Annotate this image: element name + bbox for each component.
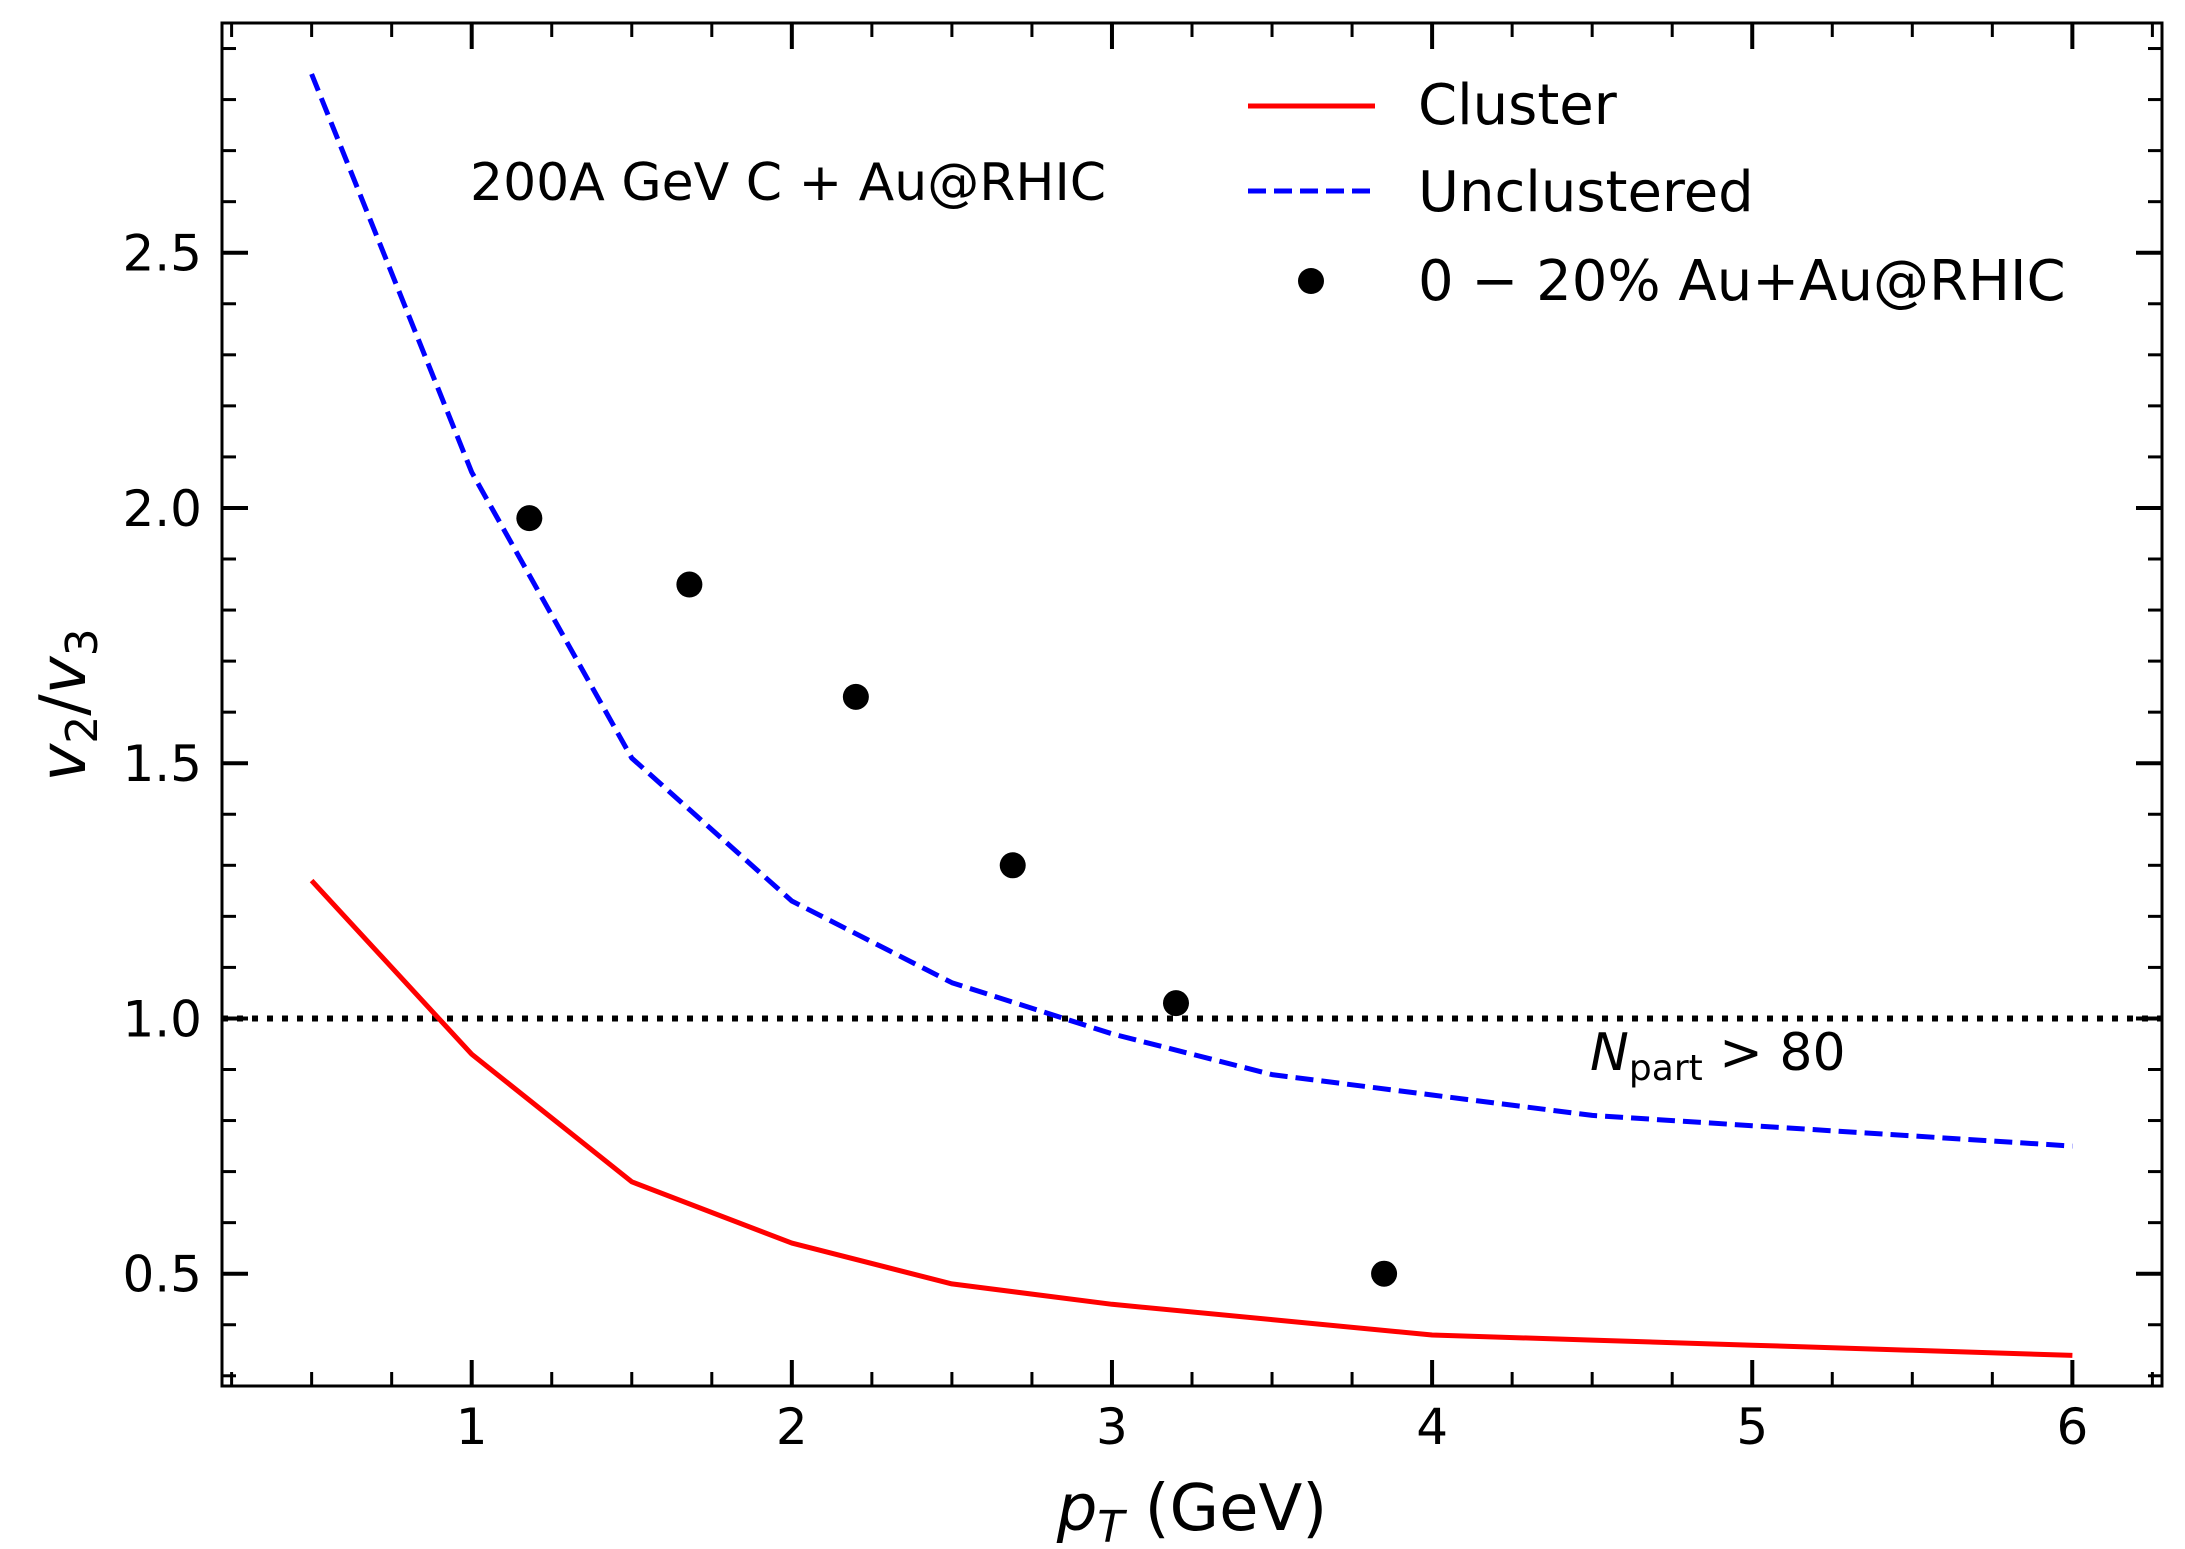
y-axis-sub2: 3: [57, 628, 108, 656]
data-point: [1162, 990, 1189, 1017]
legend-marker-data: [1298, 268, 1324, 294]
series-layer: [222, 73, 2162, 1358]
legend-label-data: 0 − 20% Au+Au@RHIC: [1418, 249, 2066, 314]
data-point: [676, 571, 703, 598]
x-tick-label: 6: [2056, 1398, 2088, 1456]
y-tick-label: 0.5: [122, 1246, 202, 1304]
x-tick-label: 5: [1736, 1398, 1768, 1456]
cluster-line: [309, 878, 2073, 1358]
y-axis-sub1: 2: [57, 716, 108, 744]
x-axis-units: (GeV): [1124, 1472, 1327, 1546]
y-tick-label: 1.0: [122, 990, 202, 1048]
x-axis-label: pT (GeV): [1056, 1472, 1328, 1549]
unclustered-line: [309, 73, 2073, 1149]
data-point: [999, 852, 1026, 879]
x-tick-label: 3: [1096, 1398, 1128, 1456]
ticks-layer: 1 2 3 4 5 6 0.5 1.0 1.5 2.0 2.5: [122, 23, 2162, 1456]
legend-label-unclustered: Unclustered: [1418, 160, 1754, 225]
system-annotation: 200A GeV C + Au@RHIC: [470, 153, 1106, 213]
npart-condition: > 80: [1703, 1023, 1846, 1083]
data-point: [516, 505, 543, 532]
y-axis-label: v2/v3: [27, 628, 108, 781]
npart-symbol: N: [1590, 1023, 1629, 1083]
npart-annotation: Npart > 80: [1590, 1023, 1846, 1089]
x-axis-subscript: T: [1097, 1502, 1127, 1549]
data-point: [1371, 1260, 1398, 1287]
y-tick-label: 2.0: [122, 480, 202, 538]
npart-subscript: part: [1629, 1048, 1703, 1089]
legend-label-cluster: Cluster: [1418, 73, 1618, 138]
x-tick-label: 1: [456, 1398, 488, 1456]
y-axis-slash: /: [27, 694, 101, 716]
y-tick-label: 2.5: [122, 225, 202, 283]
data-point: [842, 683, 869, 710]
legend: Cluster Unclustered 0 − 20% Au+Au@RHIC: [1248, 73, 2066, 314]
x-axis-symbol: p: [1056, 1472, 1098, 1546]
y-tick-label: 1.5: [122, 735, 202, 793]
x-tick-label: 4: [1416, 1398, 1448, 1456]
y-axis-v1: v: [27, 743, 101, 782]
y-axis-v2: v: [27, 655, 101, 694]
plot-frame: [220, 21, 2164, 1388]
x-tick-label: 2: [776, 1398, 808, 1456]
